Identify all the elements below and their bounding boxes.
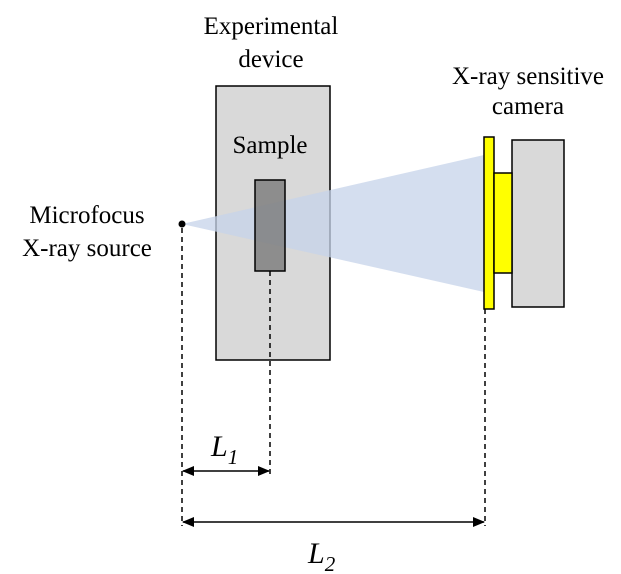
- xray-source-point: [178, 220, 186, 228]
- sample-block: [254, 179, 286, 272]
- l1-subscript: 1: [228, 445, 239, 469]
- sample-label: Sample: [233, 132, 308, 159]
- camera-label-line2: camera: [492, 93, 564, 120]
- experimental-device-label-line2: device: [238, 46, 303, 73]
- l1-label: L1: [210, 430, 238, 469]
- source-label-line1: Microfocus: [29, 202, 144, 229]
- detector-sensor-block: [493, 172, 513, 274]
- xray-beam-cone: [182, 155, 484, 292]
- l2-symbol: L: [307, 537, 325, 570]
- camera-body: [511, 139, 565, 308]
- source-label-line2: X-ray source: [22, 235, 152, 262]
- detector-plate: [483, 136, 495, 310]
- l2-subscript: 2: [325, 552, 336, 574]
- camera-label-line1: X-ray sensitive: [452, 63, 604, 90]
- l2-label: L2: [307, 537, 336, 574]
- experimental-device-label-line1: Experimental: [204, 13, 339, 40]
- l1-symbol: L: [210, 430, 228, 463]
